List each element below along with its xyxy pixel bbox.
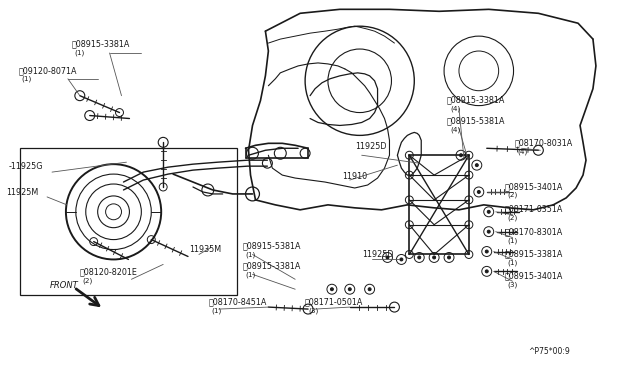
Text: (2): (2) [508, 192, 518, 198]
Text: (4): (4) [518, 148, 528, 155]
Circle shape [418, 256, 420, 259]
Text: (3): (3) [508, 281, 518, 288]
Circle shape [447, 256, 451, 259]
Text: (1): (1) [508, 259, 518, 266]
Circle shape [485, 250, 488, 253]
Text: 11925D: 11925D [355, 142, 386, 151]
Text: Ⓑ08170-8031A: Ⓑ08170-8031A [515, 138, 573, 147]
Text: Ⓥ08915-3381A: Ⓥ08915-3381A [504, 250, 563, 259]
Text: 11925D: 11925D [362, 250, 393, 259]
Text: (4): (4) [450, 126, 460, 133]
Text: Ⓑ08171-0351A: Ⓑ08171-0351A [504, 205, 563, 214]
Circle shape [487, 210, 490, 213]
Text: (1): (1) [246, 251, 256, 258]
Text: Ⓦ08915-3381A: Ⓦ08915-3381A [243, 262, 301, 270]
Circle shape [330, 288, 333, 291]
Text: (1): (1) [75, 49, 85, 55]
Circle shape [476, 164, 478, 167]
Text: 11935M: 11935M [189, 244, 221, 254]
Text: (4): (4) [450, 106, 460, 112]
Text: Ⓑ09120-8071A: Ⓑ09120-8071A [19, 66, 77, 75]
Circle shape [477, 190, 480, 193]
Bar [20, 148, 237, 295]
Text: Ⓑ08171-0501A: Ⓑ08171-0501A [305, 297, 364, 306]
Text: Ⓦ08915-3401A: Ⓦ08915-3401A [504, 182, 563, 191]
Text: Ⓑ08170-8301A: Ⓑ08170-8301A [504, 228, 563, 237]
Text: (2): (2) [83, 277, 93, 284]
Circle shape [386, 256, 389, 259]
Circle shape [487, 230, 490, 233]
Circle shape [485, 270, 488, 273]
Circle shape [400, 258, 403, 261]
Text: 11925M: 11925M [6, 188, 38, 197]
Text: ^P75*00:9: ^P75*00:9 [529, 347, 570, 356]
Text: (2): (2) [508, 215, 518, 221]
Text: (1): (1) [212, 307, 222, 314]
Circle shape [460, 154, 463, 157]
Text: (1): (1) [246, 271, 256, 278]
Text: FRONT: FRONT [50, 281, 79, 290]
Text: (3): (3) [308, 307, 318, 314]
Text: Ⓦ08915-5381A: Ⓦ08915-5381A [243, 241, 301, 251]
Text: Ⓦ08915-3381A: Ⓦ08915-3381A [447, 96, 506, 105]
Text: Ⓑ08170-8451A: Ⓑ08170-8451A [209, 297, 268, 306]
Text: Ⓦ08915-3381A: Ⓦ08915-3381A [72, 39, 131, 48]
Text: 11910: 11910 [342, 172, 367, 181]
Text: Ⓑ08120-8201E: Ⓑ08120-8201E [80, 267, 138, 276]
Text: (1): (1) [21, 76, 31, 82]
Text: Ⓥ08915-3401A: Ⓥ08915-3401A [504, 271, 563, 280]
Text: Ⓦ08915-5381A: Ⓦ08915-5381A [447, 116, 506, 125]
Circle shape [433, 256, 436, 259]
Circle shape [368, 288, 371, 291]
Text: -11925G: -11925G [8, 162, 43, 171]
Circle shape [348, 288, 351, 291]
Text: (1): (1) [508, 238, 518, 244]
